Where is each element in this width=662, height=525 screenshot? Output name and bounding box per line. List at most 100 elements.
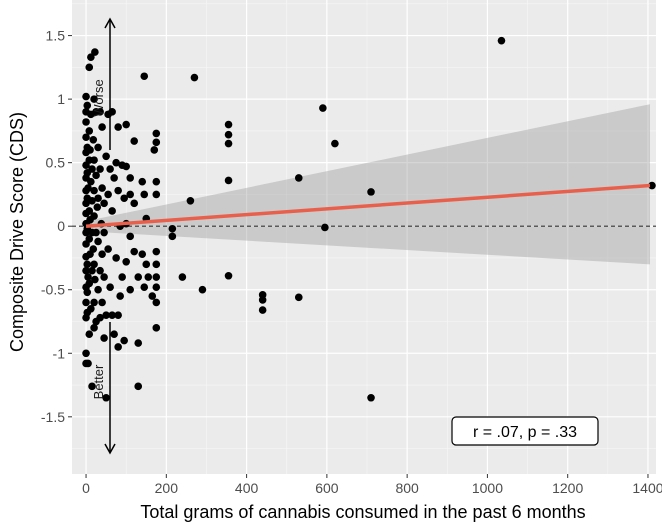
data-point — [224, 120, 233, 129]
data-point — [152, 138, 161, 147]
data-point — [92, 228, 100, 237]
data-point — [86, 146, 94, 154]
x-tick-label: 0 — [82, 480, 90, 496]
data-point — [140, 72, 149, 81]
grid-lines — [72, 0, 656, 474]
data-point — [89, 135, 98, 144]
data-point — [331, 139, 339, 148]
data-point — [130, 199, 139, 208]
x-tick-label: 800 — [395, 480, 419, 496]
data-point — [152, 324, 161, 332]
axis-ticks: 0 200 400 600 800 1000 1200 1400 -1.5 -1 -0.5 0 0.5 1… — [41, 28, 662, 496]
data-point — [106, 165, 114, 173]
y-tick-label: -1.5 — [41, 409, 65, 425]
data-point — [126, 285, 134, 294]
data-point — [93, 203, 102, 211]
data-point — [152, 283, 161, 291]
data-point — [82, 266, 90, 275]
y-tick-label: -1 — [53, 345, 66, 361]
data-point — [258, 291, 267, 299]
data-point — [186, 196, 195, 205]
data-point — [85, 330, 94, 339]
data-point — [648, 181, 656, 190]
data-point — [100, 334, 108, 342]
data-point — [98, 184, 106, 192]
data-point — [190, 73, 199, 82]
data-point — [258, 306, 267, 314]
data-point — [90, 186, 98, 195]
data-point — [90, 156, 98, 164]
x-tick-label: 1400 — [632, 480, 662, 496]
data-point — [85, 235, 94, 243]
data-point — [118, 273, 126, 281]
data-point — [112, 158, 120, 167]
regression-line — [85, 183, 651, 228]
data-point — [168, 224, 177, 233]
data-point — [126, 174, 134, 182]
data-point — [152, 177, 161, 186]
data-point — [100, 199, 108, 208]
data-point — [94, 285, 102, 294]
data-point — [116, 292, 124, 300]
confidence-band-area — [86, 104, 650, 265]
x-tick-label: 200 — [155, 480, 179, 496]
data-point — [90, 95, 98, 103]
data-point — [82, 298, 90, 307]
data-point — [96, 266, 104, 275]
data-point — [152, 129, 161, 138]
data-point — [83, 260, 92, 269]
worse-arrowhead-icon — [104, 17, 116, 29]
y-axis-title: Composite Drive Score (CDS) — [7, 112, 27, 352]
statistics-box: r = .07, p = .33 — [451, 416, 599, 446]
data-point — [114, 186, 122, 195]
data-point — [94, 143, 102, 152]
data-point — [104, 245, 112, 253]
data-point — [224, 176, 233, 185]
data-points — [82, 36, 656, 402]
data-point — [114, 123, 122, 131]
data-point — [178, 273, 187, 281]
better-label: Better — [91, 364, 106, 399]
data-point — [152, 260, 161, 269]
data-point — [120, 336, 128, 345]
data-point — [91, 48, 99, 56]
data-point — [88, 266, 96, 275]
data-point — [142, 260, 151, 269]
data-point — [82, 349, 90, 358]
x-axis-title: Total grams of cannabis consumed in the … — [140, 502, 585, 522]
data-point — [96, 313, 104, 322]
data-point — [85, 279, 94, 288]
data-point — [110, 174, 118, 182]
data-point — [152, 273, 161, 281]
data-point — [98, 298, 106, 307]
data-point — [126, 190, 134, 199]
data-point — [90, 260, 98, 269]
data-point — [138, 177, 147, 186]
data-point — [294, 174, 303, 182]
data-point — [138, 250, 147, 258]
data-point — [224, 139, 233, 148]
data-point — [96, 165, 104, 173]
data-point — [102, 152, 110, 161]
data-point — [87, 53, 95, 61]
data-point — [82, 92, 90, 101]
data-point — [108, 207, 116, 215]
data-point — [224, 271, 233, 280]
data-point — [130, 247, 139, 256]
data-point — [84, 273, 92, 281]
data-point — [321, 223, 329, 232]
confidence-band — [86, 104, 650, 265]
data-point — [120, 194, 128, 203]
statistics-label: r = .07, p = .33 — [473, 424, 577, 441]
x-tick-label: 600 — [315, 480, 339, 496]
data-point — [90, 324, 98, 332]
data-point — [104, 190, 112, 199]
data-point — [198, 285, 207, 294]
data-point — [84, 359, 92, 368]
data-point — [88, 382, 96, 391]
data-point — [122, 120, 130, 129]
worse-annotation: Worse — [91, 17, 116, 150]
data-point — [88, 196, 96, 205]
better-annotation: Better — [91, 322, 116, 455]
